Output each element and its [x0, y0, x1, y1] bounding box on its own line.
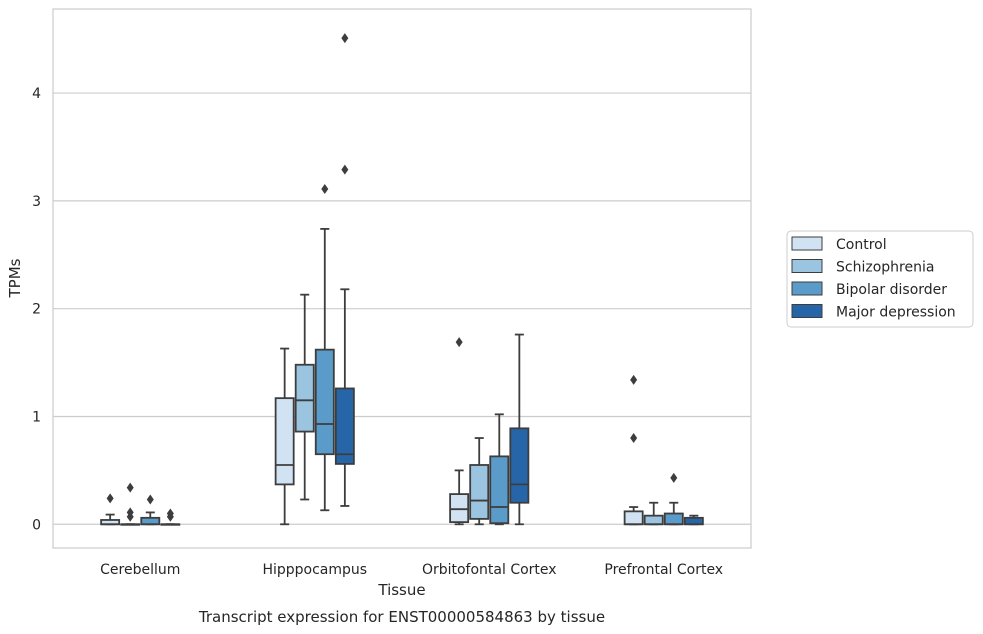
- legend-frame: [786, 230, 974, 328]
- legend-label: Major depression: [836, 305, 956, 321]
- series-schizophrenia: [120, 293, 664, 526]
- box-body: [274, 397, 295, 486]
- legend-item: Bipolar disorder: [791, 281, 947, 298]
- box: [623, 374, 644, 526]
- y-tick-label: 2: [32, 302, 41, 318]
- chart-caption: Transcript expression for ENST0000058486…: [198, 608, 605, 626]
- box: [683, 514, 704, 526]
- legend: Control Schizophrenia Bipolar disorder Majo…: [786, 230, 974, 328]
- box-body: [623, 510, 644, 526]
- outlier-point: [321, 184, 329, 195]
- legend-swatch: [791, 259, 823, 273]
- box-body: [314, 348, 335, 456]
- outlier-point: [146, 494, 154, 505]
- legend-swatch: [791, 281, 823, 296]
- box-body: [294, 363, 315, 433]
- box: [449, 337, 470, 526]
- box: [489, 413, 510, 526]
- y-tick-labels: 0 1 2 3 4: [32, 86, 41, 533]
- box-body: [509, 427, 530, 504]
- box: [100, 493, 121, 526]
- box-body: [489, 455, 510, 525]
- legend-swatch: [791, 304, 823, 318]
- outlier-point: [126, 482, 134, 493]
- box: [334, 33, 355, 507]
- box: [140, 494, 161, 526]
- legend-label: Control: [836, 237, 887, 253]
- outlier-point: [166, 508, 174, 519]
- legend-item: Control: [791, 236, 887, 253]
- outlier-point: [630, 374, 638, 385]
- x-tick-label: Hipppocampus: [262, 562, 367, 578]
- series-control: [100, 337, 644, 526]
- box-body: [140, 516, 161, 526]
- outlier-point: [341, 33, 349, 44]
- box: [160, 508, 181, 526]
- y-tick-label: 0: [32, 517, 41, 533]
- outlier-point: [106, 493, 114, 504]
- box-body: [449, 493, 470, 524]
- plot-area: [52, 8, 752, 549]
- x-tick-label: Prefrontal Cortex: [604, 562, 723, 578]
- box: [663, 472, 684, 526]
- box: [469, 437, 490, 526]
- series-bipolar-disorder: [140, 184, 684, 526]
- box: [294, 293, 315, 501]
- x-axis-label: Tissue: [377, 581, 425, 599]
- outlier-point: [455, 337, 463, 348]
- x-tick-labels: Cerebellum Hipppocampus Orbitofontal Corte…: [100, 562, 723, 578]
- series-major-depression: [160, 33, 704, 526]
- x-tick-label: Orbitofontal Cortex: [422, 562, 557, 578]
- box-body: [683, 516, 704, 526]
- legend-item: Major depression: [791, 304, 956, 321]
- legend-item: Schizophrenia: [791, 259, 934, 276]
- box: [643, 501, 664, 526]
- y-tick-label: 4: [32, 86, 41, 102]
- y-tick-label: 3: [32, 194, 41, 210]
- legend-label: Bipolar disorder: [836, 282, 947, 298]
- x-tick-label: Cerebellum: [100, 562, 180, 578]
- box-series: [100, 33, 704, 526]
- box-body: [663, 512, 684, 526]
- box: [314, 184, 335, 512]
- outlier-point: [341, 164, 349, 175]
- outlier-point: [630, 433, 638, 444]
- legend-label: Schizophrenia: [836, 260, 934, 276]
- legend-swatch: [791, 236, 823, 251]
- box: [274, 347, 295, 526]
- box: [509, 333, 530, 526]
- outlier-point: [126, 507, 134, 518]
- box-body: [334, 387, 355, 465]
- y-axis-label: TPMs: [6, 258, 24, 298]
- outlier-point: [670, 472, 678, 483]
- box-body: [643, 514, 664, 526]
- y-tick-label: 1: [32, 409, 41, 425]
- box: [120, 482, 141, 526]
- box-body: [469, 464, 490, 520]
